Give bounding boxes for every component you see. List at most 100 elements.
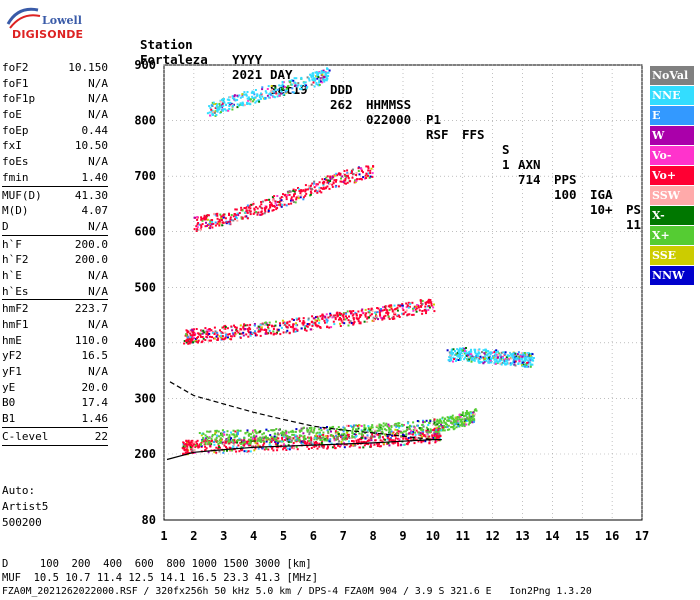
param-key: fmin	[2, 170, 29, 184]
param-separator	[2, 234, 108, 236]
echo-point	[374, 311, 376, 314]
echo-point	[370, 167, 373, 170]
echo-point	[270, 435, 273, 438]
echo-point	[424, 303, 427, 306]
param-value: 4.07	[81, 204, 109, 218]
echo-point	[381, 431, 384, 434]
echo-point	[285, 87, 288, 90]
echo-point	[463, 418, 466, 421]
echo-point	[372, 165, 375, 167]
echo-point	[461, 421, 464, 424]
echo-point	[358, 424, 361, 427]
echo-point	[459, 424, 461, 427]
echo-point	[451, 414, 454, 417]
echo-point	[367, 308, 370, 311]
echo-point	[319, 439, 322, 441]
echo-point	[240, 332, 243, 335]
echo-point	[304, 328, 306, 331]
echo-point	[322, 182, 325, 185]
echo-point	[430, 302, 433, 305]
echo-point	[235, 435, 238, 438]
echo-point	[436, 419, 439, 422]
echo-point	[291, 83, 294, 86]
echo-point	[394, 307, 397, 310]
echo-point	[324, 178, 326, 181]
hdr-label-pps: PPS	[554, 172, 577, 187]
echo-point	[283, 443, 285, 446]
echo-point	[248, 438, 251, 441]
echo-point	[275, 320, 277, 323]
echo-point	[457, 351, 460, 354]
echo-point	[206, 438, 209, 441]
echo-point	[241, 217, 244, 220]
echo-point	[255, 437, 258, 440]
echo-point	[374, 429, 377, 432]
echo-point	[525, 363, 528, 366]
echo-point	[260, 326, 263, 329]
echo-point	[244, 324, 247, 327]
echo-point	[200, 226, 203, 228]
echo-point	[257, 447, 260, 450]
echo-point	[345, 176, 348, 179]
echo-point	[222, 102, 225, 105]
echo-point	[193, 216, 196, 219]
echo-point	[229, 216, 232, 219]
echo-point	[251, 95, 254, 98]
echo-point	[346, 310, 349, 313]
echo-point	[196, 226, 199, 229]
echo-point	[489, 353, 492, 356]
param-separator	[2, 426, 108, 428]
echo-point	[221, 224, 224, 227]
echo-point	[288, 320, 291, 323]
echo-point	[497, 350, 499, 353]
echo-point	[336, 315, 339, 318]
echo-point	[282, 446, 285, 449]
echo-point	[234, 435, 237, 438]
echo-point	[307, 436, 310, 439]
echo-point	[247, 442, 250, 445]
echo-point	[219, 437, 222, 440]
echo-point	[244, 215, 247, 218]
echo-point	[298, 190, 301, 192]
echo-point	[255, 211, 258, 213]
echo-point	[352, 313, 355, 316]
echo-point	[329, 176, 332, 179]
echo-point	[358, 178, 361, 181]
echo-point	[222, 221, 225, 224]
echo-point	[449, 352, 452, 355]
echo-point	[409, 302, 412, 305]
echo-point	[218, 108, 221, 111]
echo-point	[435, 427, 438, 430]
echo-point	[203, 214, 206, 217]
echo-point	[478, 348, 481, 351]
echo-point	[312, 431, 315, 434]
echo-point	[360, 309, 363, 312]
legend-e: E	[650, 106, 694, 125]
echo-point	[387, 311, 390, 314]
echo-point	[246, 324, 249, 327]
echo-point	[451, 348, 454, 351]
echo-point	[210, 329, 213, 332]
echo-point	[236, 99, 239, 101]
echo-point	[463, 422, 466, 424]
echo-point	[253, 431, 256, 434]
echo-point	[435, 439, 438, 442]
echo-point	[413, 306, 416, 309]
hdr-label-hhmmss: HHMMSS	[366, 97, 412, 112]
hdr-value-hhmmss: 022000	[366, 112, 412, 127]
x-tick-label: 12	[485, 529, 499, 543]
echo-point	[284, 444, 287, 447]
echo-point	[433, 303, 435, 306]
echo-point	[310, 428, 313, 431]
echo-point	[243, 91, 246, 94]
echo-point	[449, 354, 452, 357]
echo-point	[457, 349, 460, 352]
echo-point	[206, 218, 209, 221]
echo-point	[320, 434, 323, 437]
echo-point	[258, 205, 261, 208]
echo-point	[211, 101, 214, 104]
echo-point	[241, 209, 244, 212]
echo-point	[432, 436, 435, 439]
echo-point	[326, 68, 329, 70]
echo-point	[294, 201, 297, 204]
